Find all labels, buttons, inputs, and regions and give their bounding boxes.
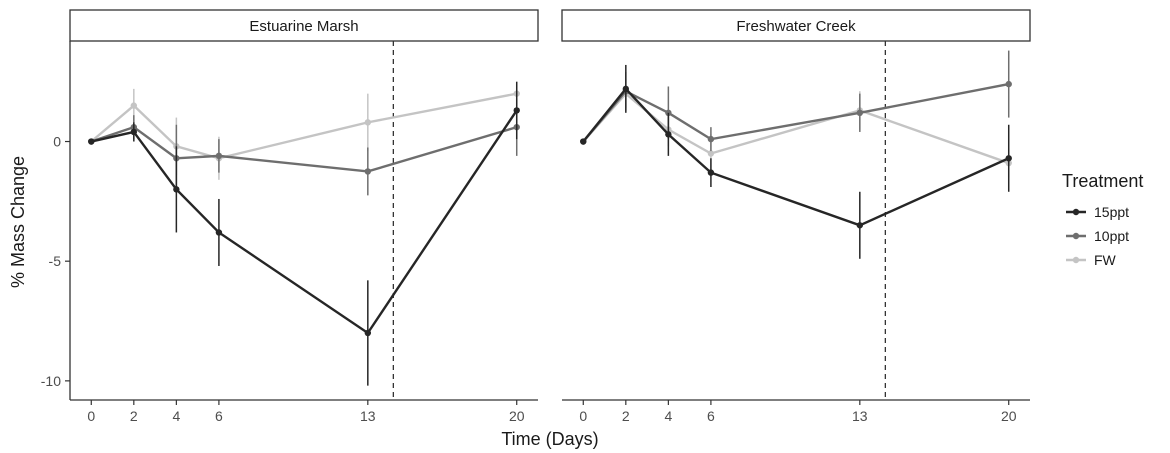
data-point — [580, 138, 587, 145]
data-point — [622, 85, 630, 93]
x-axis-title: Time (Days) — [501, 429, 598, 449]
data-point — [215, 152, 223, 160]
legend-items: 15ppt 10ppt FW — [1066, 204, 1129, 268]
data-point — [215, 229, 223, 236]
data-point — [364, 119, 372, 126]
series-line — [91, 109, 518, 335]
panel-title: Estuarine Marsh — [249, 18, 358, 35]
x-tick-label: 6 — [215, 408, 223, 424]
data-point — [130, 102, 138, 109]
plot-area — [580, 41, 1012, 400]
data-point — [513, 107, 520, 114]
y-axis-title: % Mass Change — [8, 156, 28, 288]
series-FW — [580, 79, 1012, 178]
x-tick-label: 2 — [130, 408, 138, 424]
series-line — [582, 87, 1010, 227]
series-FW — [88, 88, 520, 180]
x-tick-label: 20 — [1001, 408, 1017, 424]
legend-item-10ppt: 10ppt — [1066, 228, 1129, 244]
data-point — [856, 222, 864, 229]
y-tick-label: -10 — [41, 373, 61, 389]
strip-box — [561, 9, 1031, 42]
data-point — [130, 128, 138, 136]
y-tick-label: -5 — [49, 253, 62, 269]
data-point — [364, 329, 372, 337]
series-line — [582, 82, 1009, 143]
series-line — [582, 91, 1010, 165]
x-tick-label: 2 — [622, 408, 630, 424]
plot-area — [88, 41, 520, 400]
legend-label: 10ppt — [1094, 228, 1129, 244]
series-line — [90, 125, 518, 173]
x-tick-label: 4 — [664, 408, 672, 424]
legend: Treatment 15ppt 10ppt FW — [1062, 171, 1143, 268]
x-tick-label: 20 — [509, 408, 525, 424]
strip-box — [69, 9, 539, 42]
data-point — [856, 109, 864, 117]
x-tick-label: 6 — [707, 408, 715, 424]
legend-label: FW — [1094, 252, 1117, 268]
data-point — [88, 138, 95, 145]
data-point — [1005, 80, 1012, 88]
x-tick-label: 0 — [579, 408, 587, 424]
panel-estuarine-marsh: Estuarine Marsh 0 -5 -10 0 2 4 6 13 20 — [41, 9, 539, 424]
data-point — [173, 186, 180, 193]
series-15ppt — [88, 81, 520, 386]
data-point — [665, 131, 672, 138]
panel-title: Freshwater Creek — [736, 18, 856, 35]
series-10ppt — [580, 50, 1012, 152]
legend-key-point — [1072, 232, 1080, 240]
legend-item-FW: FW — [1066, 252, 1117, 268]
data-point — [364, 168, 372, 175]
series-10ppt — [88, 98, 520, 196]
data-point — [707, 169, 715, 176]
x-tick-label: 13 — [852, 408, 868, 424]
data-point — [1005, 155, 1012, 162]
x-tick-label: 0 — [87, 408, 95, 424]
data-point — [707, 150, 715, 157]
legend-label: 15ppt — [1094, 204, 1129, 220]
legend-key-point — [1072, 208, 1080, 216]
y-tick-label: 0 — [53, 134, 61, 150]
x-axis-ticks: 0 2 4 6 13 20 — [579, 400, 1017, 424]
legend-title: Treatment — [1062, 171, 1143, 191]
data-point — [707, 135, 715, 143]
x-tick-label: 4 — [172, 408, 180, 424]
y-axis-ticks: 0 -5 -10 — [41, 134, 70, 389]
x-tick-label: 13 — [360, 408, 376, 424]
legend-key-point — [1072, 256, 1080, 264]
series-line — [90, 92, 517, 160]
series-15ppt — [580, 64, 1012, 259]
x-axis-ticks: 0 2 4 6 13 20 — [87, 400, 525, 424]
panel-freshwater-creek: Freshwater Creek 0 2 4 6 13 20 — [561, 9, 1031, 424]
legend-item-15ppt: 15ppt — [1066, 204, 1129, 220]
